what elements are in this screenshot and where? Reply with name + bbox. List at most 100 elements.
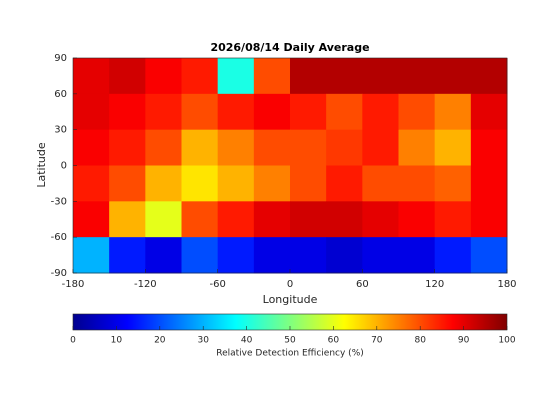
- heatmap-cell: [362, 58, 399, 95]
- heatmap-cell: [181, 93, 219, 131]
- x-tick-label: 120: [425, 279, 444, 290]
- x-tick-label: 0: [287, 279, 293, 290]
- colorbar-tick-label: 50: [284, 336, 296, 346]
- y-axis-label: Latitude: [35, 142, 48, 188]
- heatmap-cell: [326, 93, 363, 131]
- colorbar-tick-label: 40: [241, 336, 253, 346]
- heatmap-cell: [253, 237, 291, 274]
- heatmap-cell: [109, 201, 146, 238]
- colorbar-tick-label: 30: [197, 336, 209, 346]
- heatmap-cell: [217, 237, 255, 274]
- heatmap-cell: [290, 201, 327, 238]
- heatmap-cell: [145, 165, 182, 202]
- heatmap-cell: [470, 129, 508, 166]
- colorbar-tick-label: 100: [498, 336, 515, 346]
- heatmap-cell: [434, 93, 472, 131]
- heatmap-cell: [326, 201, 363, 238]
- y-tick-label: -60: [51, 232, 67, 243]
- heatmap-cell: [398, 93, 436, 131]
- x-tick-label: -60: [209, 279, 225, 290]
- heatmap-cell: [181, 129, 219, 166]
- heatmap-cell: [109, 58, 146, 95]
- heatmap-cell: [470, 201, 508, 238]
- heatmap-cell: [181, 165, 219, 202]
- y-tick-label: 90: [54, 53, 67, 64]
- heatmap-cell: [362, 201, 399, 238]
- heatmap-cell: [145, 129, 182, 166]
- colorbar-tick-label: 0: [70, 336, 76, 346]
- y-tick-label: 0: [61, 161, 67, 172]
- heatmap-cell: [434, 165, 472, 202]
- colorbar-tick-label: 60: [328, 336, 340, 346]
- colorbar-tick-label: 90: [458, 336, 470, 346]
- heatmap-cell: [145, 93, 182, 131]
- heatmap-cell: [217, 93, 255, 131]
- heatmap-cell: [362, 93, 399, 131]
- heatmap-cell: [145, 201, 182, 238]
- heatmap-cell: [253, 201, 291, 238]
- heatmap-cell: [253, 58, 291, 95]
- y-tick-label: -90: [51, 268, 67, 279]
- heatmap-cell: [145, 58, 182, 95]
- heatmap-cell: [217, 58, 255, 95]
- heatmap-cell: [362, 237, 399, 274]
- heatmap-cell: [470, 93, 508, 131]
- heatmap-cell: [73, 93, 110, 131]
- heatmap-cell: [398, 165, 436, 202]
- x-tick-label: 60: [356, 279, 369, 290]
- x-axis-label: Longitude: [263, 293, 318, 306]
- heatmap-cell: [73, 129, 110, 166]
- heatmap-cell: [253, 165, 291, 202]
- y-tick-label: 30: [54, 125, 67, 136]
- heatmap-cell: [181, 58, 219, 95]
- heatmap-cell: [73, 237, 110, 274]
- heatmap-cell: [470, 165, 508, 202]
- heatmap-cell: [398, 237, 436, 274]
- heatmap-cell: [217, 201, 255, 238]
- colorbar-tick-label: 70: [371, 336, 383, 346]
- heatmap-cell: [217, 129, 255, 166]
- heatmap-cell: [253, 93, 291, 131]
- heatmap-cell: [362, 165, 399, 202]
- heatmap-cell: [290, 165, 327, 202]
- heatmap-cell: [398, 58, 436, 95]
- heatmap-cell: [470, 58, 508, 95]
- heatmap-cell: [73, 201, 110, 238]
- colorbar-label: Relative Detection Efficiency (%): [216, 349, 364, 359]
- heatmap-cell: [217, 165, 255, 202]
- heatmap-cell: [145, 237, 182, 274]
- heatmap-cell: [398, 129, 436, 166]
- colorbar-tick-label: 10: [111, 336, 123, 346]
- x-tick-label: -180: [62, 279, 85, 290]
- y-tick-label: 60: [54, 89, 67, 100]
- heatmap-cell: [181, 237, 219, 274]
- heatmap-cell: [362, 129, 399, 166]
- y-tick-label: -30: [51, 196, 67, 207]
- heatmap-cell: [326, 165, 363, 202]
- heatmap-cell: [73, 165, 110, 202]
- heatmap-cell: [326, 58, 363, 95]
- x-tick-label: -120: [134, 279, 157, 290]
- heatmap-cell: [434, 201, 472, 238]
- chart-title: 2026/08/14 Daily Average: [210, 41, 369, 54]
- heatmap-cell: [326, 129, 363, 166]
- heatmap-cell: [109, 93, 146, 131]
- heatmap-cell: [470, 237, 508, 274]
- heatmap-cell: [109, 129, 146, 166]
- heatmap-cell: [434, 129, 472, 166]
- heatmap-cell: [109, 165, 146, 202]
- heatmap-cell: [290, 58, 327, 95]
- colorbar-tick-label: 20: [154, 336, 166, 346]
- x-tick-label: 180: [497, 279, 516, 290]
- heatmap-cell: [73, 58, 110, 95]
- heatmap-cell: [290, 93, 327, 131]
- colorbar-tick-label: 80: [414, 336, 426, 346]
- heatmap-cell: [326, 237, 363, 274]
- heatmap-cell: [181, 201, 219, 238]
- heatmap-cell: [290, 129, 327, 166]
- heatmap-cell: [398, 201, 436, 238]
- heatmap-cell: [434, 58, 472, 95]
- heatmap-cell: [434, 237, 472, 274]
